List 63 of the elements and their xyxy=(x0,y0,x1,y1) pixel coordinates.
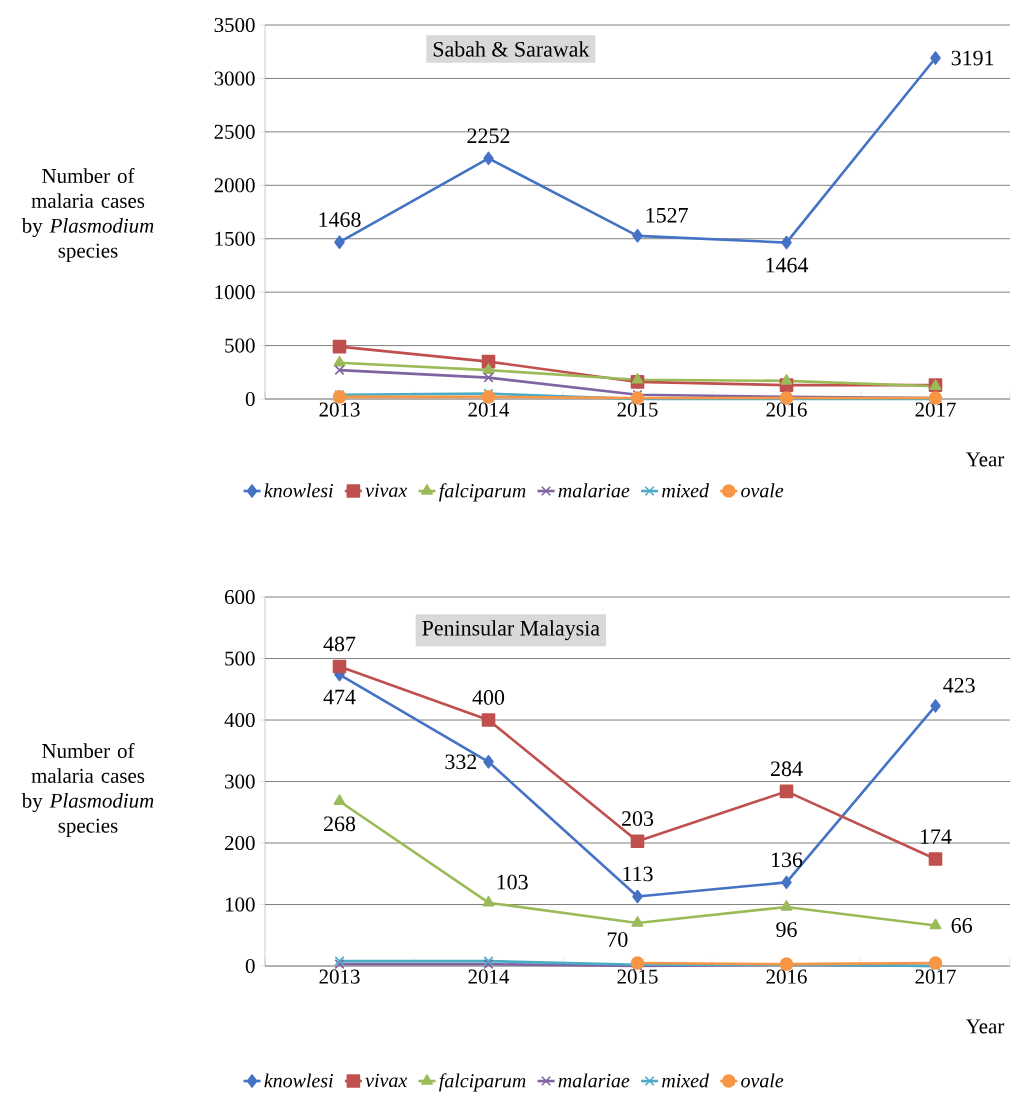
data-label: 3191 xyxy=(951,50,994,66)
data-label: 203 xyxy=(622,811,654,826)
x-tick-label: 2016 xyxy=(766,402,807,417)
data-label: 1468 xyxy=(319,212,361,227)
x-tick-label: 2017 xyxy=(915,402,956,417)
x-tick-label: 2013 xyxy=(319,402,360,417)
y-tick-label: 500 xyxy=(225,651,255,666)
y-tick-label: 2500 xyxy=(214,124,255,139)
data-label: 474 xyxy=(323,689,356,705)
y-tick-label: 1500 xyxy=(215,231,255,246)
y-tick-label: 3000 xyxy=(214,71,255,86)
y-tick-label: 0 xyxy=(245,391,255,407)
x-tick-label: 2016 xyxy=(766,969,807,984)
data-label: 174 xyxy=(920,829,952,844)
legend-label: vivax xyxy=(365,483,408,498)
y-tick-label: 100 xyxy=(225,897,255,912)
y-tick-label: 300 xyxy=(225,774,255,789)
data-label: 332 xyxy=(445,754,477,770)
legend-label: mixed xyxy=(662,1073,710,1088)
data-label: 113 xyxy=(623,866,653,882)
data-label: 103 xyxy=(497,874,528,890)
data-label: 1527 xyxy=(646,207,688,223)
y-axis-title: Number of malaria cases by Plasmodium species xyxy=(21,743,154,837)
legend-label: malariae xyxy=(558,483,630,498)
data-label: 70 xyxy=(607,932,628,947)
data-label: 400 xyxy=(472,690,505,705)
x-tick-label: 2017 xyxy=(915,969,956,984)
x-tick-label: 2015 xyxy=(617,969,658,984)
y-tick-label: 600 xyxy=(225,589,255,605)
data-label: 487 xyxy=(323,636,356,652)
data-label: 1464 xyxy=(766,257,809,273)
data-label: 66 xyxy=(951,918,972,933)
legend-label: ovale xyxy=(741,1073,784,1088)
data-label: 96 xyxy=(776,922,797,937)
x-tick-label: 2015 xyxy=(617,402,658,417)
x-axis-title: Year xyxy=(965,452,1005,467)
data-label: 284 xyxy=(771,761,803,777)
data-label: 423 xyxy=(943,677,975,693)
legend-label: ovale xyxy=(741,483,784,498)
y-tick-label: 2000 xyxy=(214,178,255,193)
y-axis-title: Number of malaria cases by Plasmodium species xyxy=(21,168,154,262)
legend-label: knowlesi xyxy=(264,1073,333,1088)
y-tick-label: 3500 xyxy=(214,17,255,33)
legend-label: knowlesi xyxy=(264,483,333,498)
y-tick-label: 200 xyxy=(225,835,255,851)
y-tick-label: 1000 xyxy=(215,285,255,300)
text: Sabah & Sarawak xyxy=(433,41,590,57)
legend-label: falciparum xyxy=(439,1073,526,1092)
legend-label: falciparum xyxy=(439,483,526,502)
x-tick-label: 2013 xyxy=(319,969,360,984)
y-tick-label: 500 xyxy=(225,338,255,353)
text: Peninsular Malaysia xyxy=(422,620,600,641)
x-tick-label: 2014 xyxy=(468,969,510,984)
y-tick-label: 400 xyxy=(224,712,255,728)
legend-label: vivax xyxy=(365,1073,408,1088)
data-label: 136 xyxy=(771,852,803,868)
data-label: 268 xyxy=(324,816,356,832)
y-tick-label: 0 xyxy=(245,958,255,974)
x-axis-title: Year xyxy=(965,1019,1005,1034)
legend-label: malariae xyxy=(558,1073,630,1088)
data-label: 2252 xyxy=(467,128,510,144)
legend-label: mixed xyxy=(662,483,710,498)
x-tick-label: 2014 xyxy=(468,402,510,417)
